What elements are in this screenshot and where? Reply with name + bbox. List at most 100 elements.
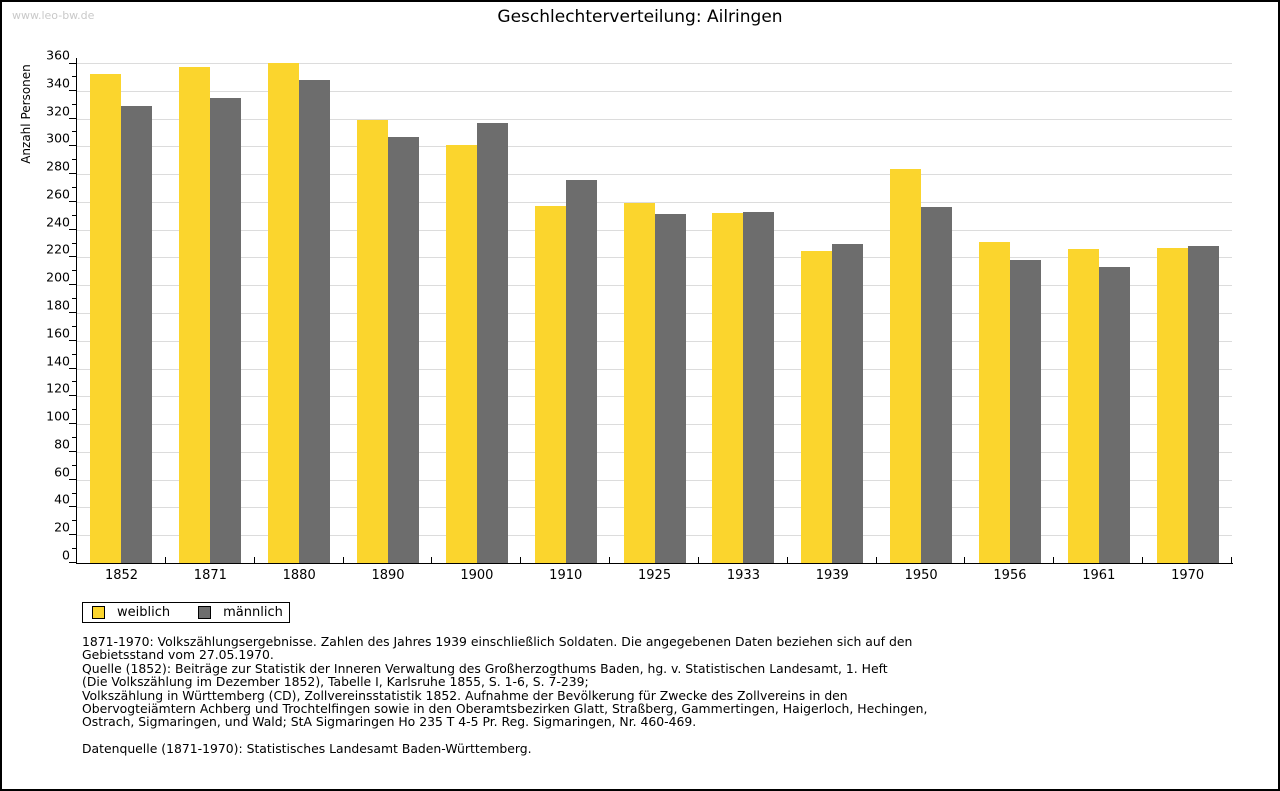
y-tick-label-40: 40: [54, 491, 70, 507]
y-tick-label-0: 0: [62, 547, 70, 563]
legend: weiblich männlich: [82, 602, 290, 623]
x-tick-label-1880: 1880: [282, 568, 316, 583]
bar-männlich-1871: [210, 97, 242, 563]
x-tick-label-1910: 1910: [549, 568, 583, 583]
bar-männlich-1910: [565, 179, 597, 563]
x-boundary-tick-1890: [431, 557, 433, 563]
y-tick-60: [69, 478, 76, 480]
bar-weiblich-1970: [1156, 247, 1188, 563]
bar-weiblich-1950: [890, 168, 922, 563]
x-boundary-tick-1925: [697, 557, 699, 563]
y-tick-label-300: 300: [46, 130, 70, 146]
y-tick-label-360: 360: [46, 47, 70, 63]
y-tick-label-20: 20: [54, 519, 70, 535]
x-tick-label-1970: 1970: [1171, 568, 1205, 583]
y-tick-160: [69, 339, 76, 341]
y-tick-280: [69, 173, 76, 175]
bar-weiblich-1961: [1067, 249, 1099, 563]
bar-weiblich-1871: [179, 67, 211, 563]
datasource-text: Datenquelle (1871-1970): Statistisches L…: [82, 741, 532, 756]
y-tick-230: [72, 242, 76, 244]
x-boundary-tick-1871: [253, 557, 255, 563]
footnote-text: 1871-1970: Volkszählungsergebnisse. Zahl…: [82, 634, 928, 730]
bar-männlich-1933: [743, 211, 775, 563]
y-tick-label-280: 280: [46, 158, 70, 174]
y-tick-90: [72, 437, 76, 438]
legend-item-maennlich: männlich: [170, 605, 283, 620]
x-boundary-tick-1939: [875, 557, 877, 563]
gridline-300: [77, 146, 1232, 148]
x-boundary-tick-1950: [964, 557, 966, 563]
bar-männlich-1970: [1187, 246, 1219, 563]
y-tick-300: [69, 145, 76, 147]
y-tick-70: [72, 464, 76, 466]
gridline-360: [77, 63, 1232, 64]
y-tick-260: [69, 200, 76, 202]
y-tick-100: [69, 423, 76, 425]
x-axis-line: [76, 563, 1233, 564]
y-tick-0: [69, 562, 76, 563]
bar-männlich-1852: [121, 106, 153, 563]
legend-label-weiblich: weiblich: [117, 605, 171, 620]
x-boundary-tick-1933: [786, 557, 788, 563]
y-tick-label-180: 180: [46, 297, 70, 313]
x-tick-label-1956: 1956: [993, 568, 1027, 583]
y-tick-310: [72, 131, 76, 133]
bar-weiblich-1910: [534, 206, 566, 563]
x-tick-label-1925: 1925: [638, 568, 672, 583]
bar-weiblich-1880: [268, 63, 300, 563]
plot-area: 0 20 40 60 80 100 120 140 160 180 200 220 240 260 280 3…: [46, 48, 1233, 583]
x-boundary-tick-1956: [1053, 557, 1055, 563]
bar-männlich-1890: [387, 136, 419, 563]
y-tick-label-240: 240: [46, 214, 70, 230]
x-tick-label-1950: 1950: [904, 568, 938, 583]
y-tick-30: [72, 520, 76, 522]
bar-weiblich-1890: [356, 119, 388, 563]
legend-swatch-maennlich: [198, 606, 212, 619]
y-tick-label-200: 200: [46, 269, 70, 285]
x-boundary-tick-1970: [1231, 557, 1232, 563]
legend-label-maennlich: männlich: [223, 605, 283, 620]
y-tick-label-140: 140: [46, 353, 70, 369]
x-boundary-tick-1880: [342, 557, 344, 563]
bar-weiblich-1900: [445, 144, 477, 563]
x-tick-label-1933: 1933: [726, 568, 760, 583]
y-tick-80: [69, 450, 76, 452]
x-boundary-tick-1910: [609, 557, 611, 563]
x-tick-label-1900: 1900: [460, 568, 494, 583]
y-tick-350: [72, 75, 76, 77]
y-tick-label-100: 100: [46, 408, 70, 424]
y-tick-10: [72, 548, 76, 550]
gridline-320: [77, 118, 1232, 120]
y-tick-190: [72, 298, 76, 300]
bar-männlich-1956: [1009, 260, 1041, 563]
y-tick-50: [72, 492, 76, 494]
chart-title: Geschlechterverteilung: Ailringen: [497, 7, 783, 27]
bar-männlich-1880: [299, 79, 331, 563]
y-tick-130: [72, 381, 76, 383]
watermark-leo-bw: www.leo-bw.de: [12, 9, 95, 22]
x-tick-label-1871: 1871: [193, 568, 227, 583]
y-tick-label-120: 120: [46, 380, 70, 396]
y-tick-210: [72, 270, 76, 272]
x-boundary-tick-1900: [520, 557, 522, 563]
y-tick-320: [69, 117, 76, 119]
y-tick-250: [72, 214, 76, 216]
y-tick-140: [69, 367, 76, 369]
x-tick-label-1852: 1852: [104, 568, 139, 583]
y-tick-20: [69, 534, 76, 536]
y-tick-290: [72, 159, 76, 161]
x-tick-label-1890: 1890: [371, 568, 405, 583]
y-tick-label-60: 60: [54, 464, 70, 480]
legend-swatch-weiblich: [92, 606, 105, 619]
y-tick-label-220: 220: [46, 241, 70, 257]
y-tick-360: [69, 63, 76, 64]
y-tick-240: [69, 228, 76, 230]
y-tick-label-260: 260: [46, 186, 70, 202]
y-tick-200: [69, 284, 76, 286]
bar-weiblich-1933: [712, 213, 744, 563]
y-axis-line: [76, 58, 77, 564]
bar-männlich-1950: [921, 207, 953, 563]
y-tick-110: [72, 409, 76, 411]
